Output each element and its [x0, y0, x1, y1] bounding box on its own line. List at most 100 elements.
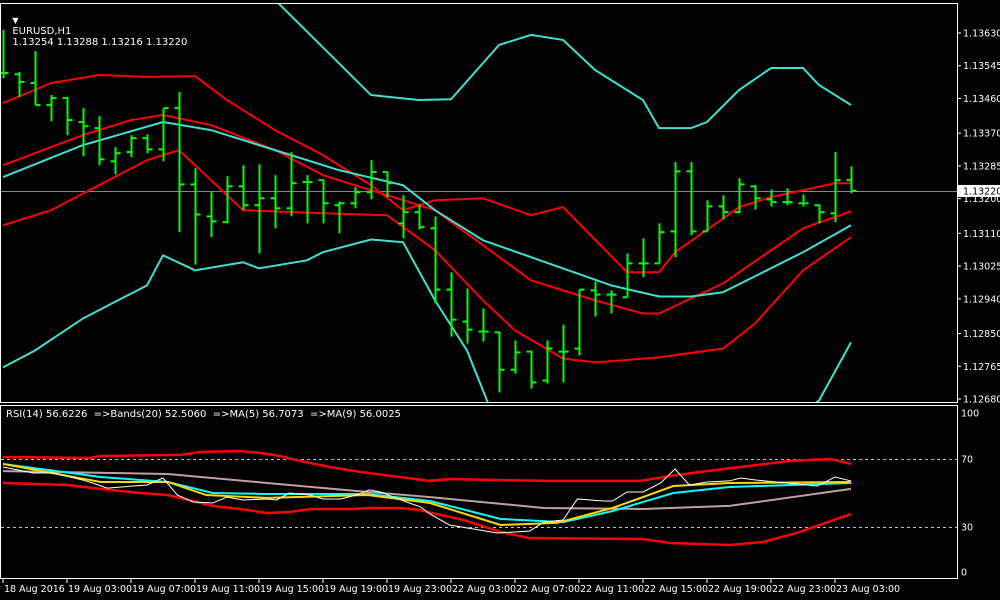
current-price-label-box — [958, 184, 1000, 197]
rsi-tick-label: 0 — [961, 568, 967, 579]
ohlc-bar[interactable] — [670, 162, 681, 258]
pane-frames — [0, 3, 958, 579]
price-tick-label: 1.13285 — [963, 161, 1000, 172]
ohlc-bar[interactable] — [558, 324, 569, 383]
price-tick-label: 1.13370 — [963, 129, 1000, 140]
price-axis: 1.13630 1.13545 1.13460 1.13370 1.13285 1.132… — [957, 29, 1000, 406]
price-tick-label: 1.12940 — [963, 294, 1000, 305]
ohlc-bar[interactable] — [254, 164, 265, 254]
ohlc-bar[interactable] — [238, 165, 249, 211]
time-tick-label: 22 Aug 07:00 — [516, 584, 580, 595]
ohlc-bar[interactable] — [30, 51, 41, 107]
rsi-rsi-line — [2, 466, 852, 534]
ohlc-bar[interactable] — [398, 195, 409, 239]
ohlc-bar[interactable] — [46, 95, 57, 122]
time-axis: 18 Aug 2016 19 Aug 03:00 19 Aug 07:00 19 Au… — [2, 579, 900, 595]
rsi-bands-lower-line — [2, 481, 852, 547]
time-tick-label: 19 Aug 11:00 — [196, 584, 260, 595]
time-tick-label: 19 Aug 15:00 — [260, 584, 324, 595]
price-tick-label: 1.13545 — [963, 61, 1000, 72]
red-upper-band-line — [2, 73, 851, 274]
ohlc-bar[interactable] — [158, 107, 169, 162]
time-tick-label: 22 Aug 11:00 — [580, 584, 644, 595]
ohlc-bar[interactable] — [350, 187, 361, 209]
price-tick-label: 1.13460 — [963, 94, 1000, 105]
ohlc-bar[interactable] — [78, 108, 89, 157]
ohlc-bar[interactable] — [830, 152, 841, 223]
time-tick-label: 22 Aug 19:00 — [708, 584, 772, 595]
ohlc-bar[interactable] — [446, 272, 457, 337]
main-pane-frame — [0, 3, 958, 403]
ohlc-bar[interactable] — [190, 168, 201, 265]
symbol-timeframe: EURUSD,H1 — [12, 26, 72, 37]
time-tick-label: 19 Aug 23:00 — [388, 584, 452, 595]
ohlc-bar[interactable] — [638, 238, 649, 278]
cyan-upper-band-line — [277, 4, 852, 130]
price-tick-label: 1.13025 — [963, 262, 1000, 273]
ohlc-bar[interactable] — [782, 188, 793, 206]
ohlc-bar[interactable] — [686, 162, 697, 236]
ohlc-bar[interactable] — [318, 179, 329, 224]
rsi-pane-frame — [0, 405, 958, 579]
price-tick-label: 1.12680 — [963, 395, 1000, 406]
rsi-indicator-title: RSI(14) 56.6226 =>Bands(20) 52.5060 =>MA… — [6, 409, 401, 420]
ohlc-bar[interactable] — [750, 185, 761, 210]
ohlc-bar[interactable] — [414, 204, 425, 230]
ohlc-bar[interactable] — [14, 71, 25, 97]
ohlc-bar[interactable] — [94, 116, 105, 166]
price-tick-label: 1.12850 — [963, 329, 1000, 340]
ohlc-bar[interactable] — [142, 134, 153, 154]
ohlc-bar[interactable] — [606, 290, 617, 314]
ohlc-readout: 1.13254 1.13288 1.13216 1.13220 — [12, 37, 188, 48]
time-tick-label: 19 Aug 03:00 — [68, 584, 132, 595]
ohlc-bar[interactable] — [766, 189, 777, 207]
ohlc-bar[interactable] — [110, 147, 121, 175]
ohlc-bar[interactable] — [590, 281, 601, 317]
ohlc-bar[interactable] — [334, 201, 345, 234]
ohlc-bar[interactable] — [222, 176, 233, 224]
ohlc-bar[interactable] — [126, 135, 137, 158]
ohlc-bar[interactable] — [302, 175, 313, 224]
cyan-middle-line — [2, 120, 852, 298]
ohlc-bar[interactable] — [62, 96, 73, 136]
ohlc-bar[interactable] — [270, 175, 281, 229]
time-tick-label: 22 Aug 23:00 — [772, 584, 836, 595]
time-tick-label: 22 Aug 15:00 — [644, 584, 708, 595]
ohlc-bar[interactable] — [718, 195, 729, 220]
rsi-ma5-line — [2, 462, 852, 526]
rsi-bands-middle-line — [2, 470, 852, 510]
ohlc-bar[interactable] — [734, 178, 745, 214]
ohlc-bar[interactable] — [702, 200, 713, 233]
rsi-tick-label: 70 — [961, 455, 973, 466]
ohlc-bar[interactable] — [206, 192, 217, 238]
ohlc-bar[interactable] — [174, 91, 185, 233]
ohlc-bar[interactable] — [526, 350, 537, 389]
time-tick-label: 18 Aug 2016 — [4, 584, 65, 595]
price-tick-label: 1.13110 — [963, 229, 1000, 240]
price-tick-label: 1.13200 — [963, 194, 1000, 205]
rsi-bands-upper-line — [2, 449, 852, 483]
ohlc-bar[interactable] — [286, 152, 297, 217]
ohlc-bar[interactable] — [814, 204, 825, 224]
ohlc-bar[interactable] — [478, 308, 489, 342]
ohlc-bar[interactable] — [798, 194, 809, 207]
ohlc-bar[interactable] — [382, 171, 393, 198]
ohlc-bar[interactable] — [846, 166, 857, 194]
rsi-pane[interactable] — [1, 449, 957, 547]
ohlc-bar[interactable] — [462, 288, 473, 344]
ohlc-bar[interactable] — [494, 331, 505, 393]
ohlc-bar[interactable] — [366, 160, 377, 200]
ohlc-bar[interactable] — [574, 288, 585, 356]
ohlc-bar[interactable] — [0, 29, 9, 79]
ohlc-bar[interactable] — [622, 253, 633, 299]
triangle-down-icon[interactable]: ▼ — [12, 16, 19, 25]
main-pane[interactable] — [0, 0, 957, 468]
cyan-lower-band-line — [2, 238, 852, 402]
rsi-axis: 100 70 30 0 — [961, 409, 979, 579]
ohlc-bar[interactable] — [430, 216, 441, 304]
ohlc-bar[interactable] — [510, 340, 521, 374]
ohlc-bar[interactable] — [542, 340, 553, 384]
ohlc-bar[interactable] — [654, 223, 665, 265]
time-tick-label: 23 Aug 03:00 — [836, 584, 900, 595]
